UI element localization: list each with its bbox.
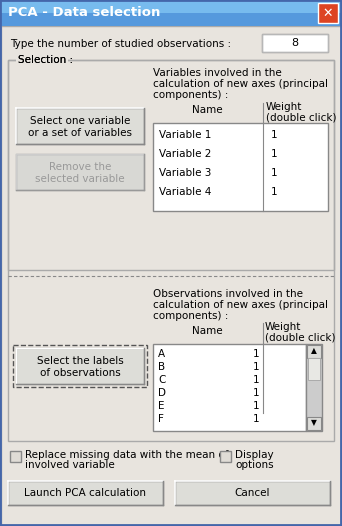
Text: (double click): (double click) bbox=[266, 112, 337, 122]
Text: Weight: Weight bbox=[265, 322, 301, 332]
Text: Name: Name bbox=[192, 105, 223, 115]
FancyBboxPatch shape bbox=[8, 60, 334, 270]
Text: selected variable: selected variable bbox=[35, 174, 125, 184]
Text: D: D bbox=[158, 388, 166, 398]
FancyBboxPatch shape bbox=[13, 345, 147, 387]
Text: Display: Display bbox=[235, 450, 274, 460]
Text: Selection :: Selection : bbox=[18, 55, 73, 65]
Text: Selection :: Selection : bbox=[18, 55, 73, 65]
Text: Name: Name bbox=[192, 326, 223, 336]
FancyBboxPatch shape bbox=[0, 0, 342, 26]
Text: involved variable: involved variable bbox=[25, 460, 115, 470]
Text: Variable 1: Variable 1 bbox=[159, 130, 211, 140]
Text: Variable 3: Variable 3 bbox=[159, 168, 211, 178]
Text: 1: 1 bbox=[271, 168, 278, 178]
Text: options: options bbox=[235, 460, 274, 470]
Text: B: B bbox=[158, 362, 165, 372]
FancyBboxPatch shape bbox=[8, 481, 163, 505]
Text: 1: 1 bbox=[253, 362, 260, 372]
FancyBboxPatch shape bbox=[1, 26, 341, 525]
FancyBboxPatch shape bbox=[16, 348, 144, 384]
Text: 1: 1 bbox=[253, 375, 260, 385]
FancyBboxPatch shape bbox=[220, 451, 231, 462]
Text: Cancel: Cancel bbox=[234, 488, 270, 498]
FancyBboxPatch shape bbox=[307, 345, 321, 358]
Text: calculation of new axes (principal: calculation of new axes (principal bbox=[153, 79, 328, 89]
Text: Select the labels: Select the labels bbox=[37, 356, 123, 366]
FancyBboxPatch shape bbox=[153, 344, 306, 431]
FancyBboxPatch shape bbox=[153, 123, 328, 211]
Text: PCA - Data selection: PCA - Data selection bbox=[8, 6, 160, 19]
Text: of observations: of observations bbox=[40, 368, 120, 378]
Text: ▼: ▼ bbox=[311, 419, 317, 428]
Text: Variables involved in the: Variables involved in the bbox=[153, 68, 282, 78]
Text: Replace missing data with the mean of: Replace missing data with the mean of bbox=[25, 450, 228, 460]
FancyBboxPatch shape bbox=[307, 417, 321, 430]
Text: 1: 1 bbox=[271, 149, 278, 159]
Text: 8: 8 bbox=[291, 38, 299, 48]
FancyBboxPatch shape bbox=[16, 154, 144, 190]
Text: A: A bbox=[158, 349, 165, 359]
Text: (double click): (double click) bbox=[265, 332, 336, 342]
FancyBboxPatch shape bbox=[16, 55, 68, 65]
Text: components) :: components) : bbox=[153, 90, 228, 100]
FancyBboxPatch shape bbox=[0, 0, 342, 13]
Text: C: C bbox=[158, 375, 166, 385]
Text: 1: 1 bbox=[253, 388, 260, 398]
Text: 1: 1 bbox=[271, 187, 278, 197]
Text: Launch PCA calculation: Launch PCA calculation bbox=[24, 488, 146, 498]
Text: Type the number of studied observations :: Type the number of studied observations … bbox=[10, 39, 231, 49]
Text: Remove the: Remove the bbox=[49, 162, 111, 172]
FancyBboxPatch shape bbox=[262, 34, 328, 52]
Text: Weight: Weight bbox=[266, 102, 302, 112]
FancyBboxPatch shape bbox=[175, 481, 330, 505]
Text: Select one variable: Select one variable bbox=[30, 116, 130, 126]
FancyBboxPatch shape bbox=[10, 451, 21, 462]
Text: ▲: ▲ bbox=[311, 347, 317, 356]
Text: 1: 1 bbox=[253, 401, 260, 411]
FancyBboxPatch shape bbox=[308, 358, 320, 380]
Text: calculation of new axes (principal: calculation of new axes (principal bbox=[153, 300, 328, 310]
FancyBboxPatch shape bbox=[16, 108, 144, 144]
Text: ✕: ✕ bbox=[323, 6, 333, 19]
Text: E: E bbox=[158, 401, 165, 411]
FancyBboxPatch shape bbox=[306, 344, 322, 431]
Text: F: F bbox=[158, 414, 164, 424]
FancyBboxPatch shape bbox=[16, 55, 68, 65]
Text: 1: 1 bbox=[253, 349, 260, 359]
Text: components) :: components) : bbox=[153, 311, 228, 321]
Text: or a set of variables: or a set of variables bbox=[28, 128, 132, 138]
Text: Observations involved in the: Observations involved in the bbox=[153, 289, 303, 299]
Text: Variable 4: Variable 4 bbox=[159, 187, 211, 197]
Text: Variable 2: Variable 2 bbox=[159, 149, 211, 159]
FancyBboxPatch shape bbox=[318, 3, 338, 23]
Text: 1: 1 bbox=[253, 414, 260, 424]
Text: 1: 1 bbox=[271, 130, 278, 140]
